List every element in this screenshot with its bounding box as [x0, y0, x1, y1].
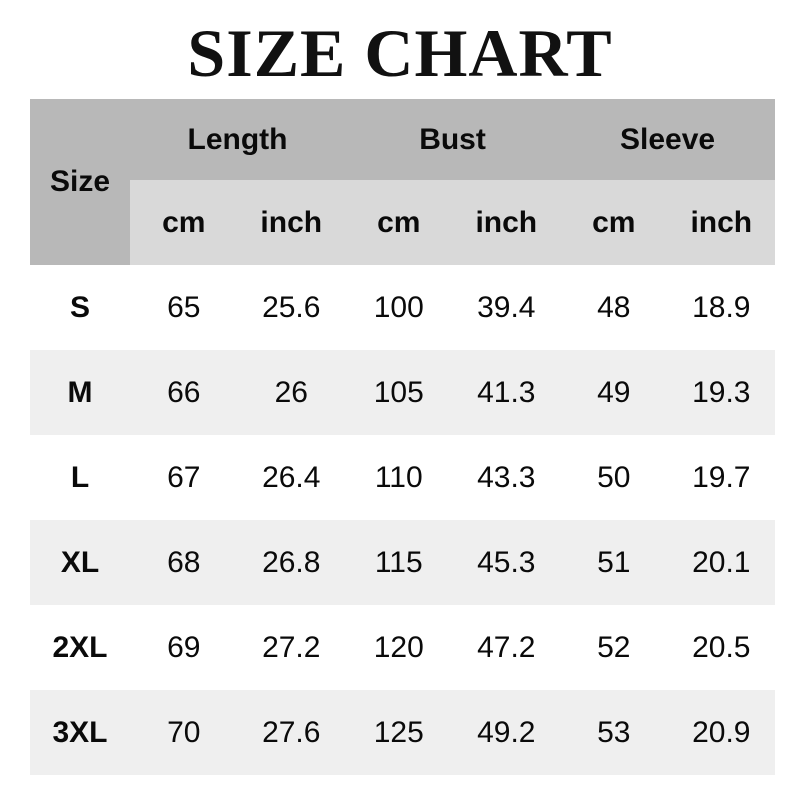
- measurement-value: 51: [597, 545, 631, 579]
- size-label: 2XL: [52, 630, 108, 664]
- measurement-value: 27.6: [262, 715, 321, 749]
- corner-header-size: Size: [30, 99, 130, 265]
- table-header: Size Length Bust Sleeve cm inch cm inch …: [30, 99, 776, 265]
- table-row: M 66 26 105 41.3 49 19.3: [30, 350, 776, 435]
- measurement-value: 68: [167, 545, 201, 579]
- measurement-value: 50: [597, 460, 631, 494]
- size-label: L: [70, 460, 90, 494]
- size-label: S: [69, 290, 90, 324]
- table-row: XL 68 26.8 115 45.3 51 20.1: [30, 520, 776, 605]
- measurement-value: 70: [167, 715, 201, 749]
- unit-header-row: cm inch cm inch cm inch: [30, 180, 776, 265]
- measurement-value: 53: [597, 715, 631, 749]
- measurement-value: 105: [373, 375, 424, 409]
- measurement-value: 47.2: [477, 630, 536, 664]
- unit-header: cm: [560, 180, 668, 265]
- measurement-value: 66: [167, 375, 201, 409]
- unit-header: cm: [345, 180, 453, 265]
- measurement-value: 26.4: [262, 460, 321, 494]
- measurement-value: 67: [167, 460, 201, 494]
- measurement-value: 69: [167, 630, 201, 664]
- measurement-value: 48: [597, 290, 631, 324]
- unit-header: inch: [452, 180, 561, 265]
- measurement-value: 52: [597, 630, 631, 664]
- measurement-value: 18.9: [692, 290, 751, 324]
- measurement-value: 20.1: [692, 545, 751, 579]
- measurement-value: 20.5: [692, 630, 751, 664]
- unit-header: cm: [130, 180, 238, 265]
- measurement-value: 41.3: [477, 375, 536, 409]
- measurement-value: 45.3: [477, 545, 536, 579]
- measurement-value: 19.3: [692, 375, 751, 409]
- measurement-value: 110: [374, 460, 423, 494]
- group-header-bust: Bust: [345, 99, 561, 180]
- measurement-value: 26: [274, 375, 308, 409]
- table-row: 3XL 70 27.6 125 49.2 53 20.9: [30, 690, 776, 775]
- measurement-value: 26.8: [262, 545, 321, 579]
- measurement-value: 20.9: [692, 715, 751, 749]
- measurement-value: 100: [373, 290, 424, 324]
- measurement-value: 27.2: [262, 630, 321, 664]
- measurement-value: 125: [373, 715, 424, 749]
- size-label: M: [67, 375, 93, 409]
- table-row: S 65 25.6 100 39.4 48 18.9: [30, 265, 776, 350]
- measurement-value: 120: [373, 630, 424, 664]
- size-chart-table: Size Length Bust Sleeve cm inch cm inch …: [30, 99, 776, 775]
- unit-header: inch: [667, 180, 776, 265]
- size-label: 3XL: [52, 715, 108, 749]
- table-row: L 67 26.4 110 43.3 50 19.7: [30, 435, 776, 520]
- group-header-row: Size Length Bust Sleeve: [30, 99, 776, 265]
- measurement-value: 65: [167, 290, 201, 324]
- measurement-value: 39.4: [477, 290, 536, 324]
- group-header-sleeve: Sleeve: [560, 99, 776, 180]
- size-chart-page: SIZE CHART Size Length Bust Sleeve cm in…: [0, 12, 800, 800]
- measurement-value: 43.3: [477, 460, 536, 494]
- table-body: S 65 25.6 100 39.4 48 18.9 M 66 26 105 4…: [30, 265, 776, 775]
- measurement-value: 115: [374, 545, 423, 579]
- page-title: SIZE CHART: [187, 15, 613, 91]
- measurement-value: 49: [597, 375, 631, 409]
- table-row: 2XL 69 27.2 120 47.2 52 20.5: [30, 605, 776, 690]
- measurement-value: 49.2: [477, 715, 536, 749]
- group-header-length: Length: [130, 99, 346, 180]
- unit-header: inch: [237, 180, 346, 265]
- measurement-value: 25.6: [262, 290, 321, 324]
- size-label: XL: [60, 545, 100, 579]
- measurement-value: 19.7: [692, 460, 751, 494]
